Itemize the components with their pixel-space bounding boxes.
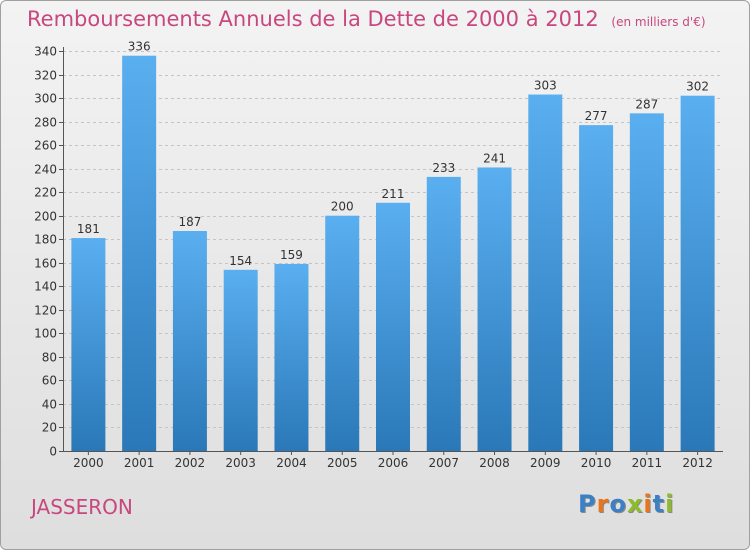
y-tick-label: 20 [42, 421, 57, 435]
x-tick-label: 2005 [327, 456, 358, 470]
y-tick-label: 80 [42, 351, 57, 365]
bar-2005 [325, 215, 360, 451]
x-tick-label: 2007 [428, 456, 459, 470]
bar-2002 [172, 231, 207, 451]
bar-2003 [223, 269, 258, 451]
x-tick-label: 2011 [632, 456, 663, 470]
y-tick-label: 200 [34, 210, 57, 224]
bar-value-label: 287 [635, 97, 658, 111]
chart-title: Remboursements Annuels de la Dette de 20… [27, 7, 706, 31]
bar-value-label: 200 [331, 200, 354, 214]
y-tick-label: 140 [34, 280, 57, 294]
x-tick-label: 2008 [479, 456, 510, 470]
y-tick-label: 100 [34, 327, 57, 341]
logo-letter: t [652, 490, 666, 518]
y-tick-label: 280 [34, 116, 57, 130]
logo-letter: o [609, 490, 627, 518]
bar-2009 [528, 94, 563, 451]
bar-2008 [477, 167, 512, 451]
x-tick-label: 2001 [124, 456, 155, 470]
logo-letter: r [596, 490, 610, 518]
y-tick-label: 60 [42, 374, 57, 388]
x-tick-label: 2003 [225, 456, 256, 470]
bar-2011 [629, 113, 664, 452]
x-tick-label: 2002 [175, 456, 206, 470]
x-tick-label: 2012 [682, 456, 713, 470]
x-tick-label: 2009 [530, 456, 561, 470]
proxiti-logo: Proxiti [578, 490, 674, 518]
x-tick-label: 2010 [581, 456, 612, 470]
bar-value-label: 241 [483, 151, 506, 165]
commune-name: JASSERON [31, 495, 133, 519]
bar-2000 [71, 238, 106, 451]
x-tick-label: 2000 [73, 456, 104, 470]
bar-value-label: 211 [382, 187, 405, 201]
bar-value-label: 336 [128, 40, 151, 54]
bar-value-label: 181 [77, 222, 100, 236]
bar-value-label: 233 [432, 161, 455, 175]
x-tick-label: 2004 [276, 456, 307, 470]
bar-2010 [579, 125, 614, 451]
x-tick-label: 2006 [378, 456, 409, 470]
y-tick-label: 0 [49, 445, 57, 459]
logo-letter: P [578, 490, 597, 518]
logo-letter: x [626, 490, 644, 518]
y-tick-label: 320 [34, 69, 57, 83]
bar-value-label: 187 [178, 215, 201, 229]
y-tick-label: 240 [34, 163, 57, 177]
y-tick-label: 180 [34, 233, 57, 247]
bar-2012 [680, 95, 715, 452]
chart-title-text: Remboursements Annuels de la Dette de 20… [27, 7, 599, 31]
chart-unit-note: (en milliers d'€) [611, 15, 706, 29]
logo-letter: i [665, 490, 675, 518]
y-tick-label: 40 [42, 398, 57, 412]
bar-2006 [376, 202, 410, 451]
logo-letter: i [643, 490, 653, 518]
y-tick-label: 220 [34, 186, 57, 200]
bar-value-label: 303 [534, 79, 557, 93]
y-tick-label: 120 [34, 304, 57, 318]
y-tick-label: 260 [34, 139, 57, 153]
bar-2007 [426, 176, 461, 451]
y-tick-label: 300 [34, 92, 57, 106]
bar-value-label: 154 [229, 254, 252, 268]
bar-value-label: 159 [280, 248, 303, 262]
y-tick-label: 340 [34, 45, 57, 59]
bar-2001 [122, 55, 157, 452]
bar-value-label: 302 [686, 80, 709, 94]
y-tick-label: 160 [34, 257, 57, 271]
bar-value-label: 277 [585, 109, 608, 123]
bar-2004 [274, 263, 309, 451]
